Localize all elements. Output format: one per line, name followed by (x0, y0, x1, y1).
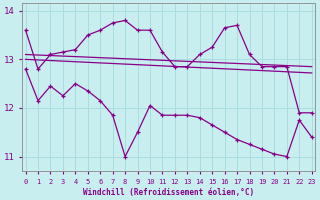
X-axis label: Windchill (Refroidissement éolien,°C): Windchill (Refroidissement éolien,°C) (83, 188, 254, 197)
